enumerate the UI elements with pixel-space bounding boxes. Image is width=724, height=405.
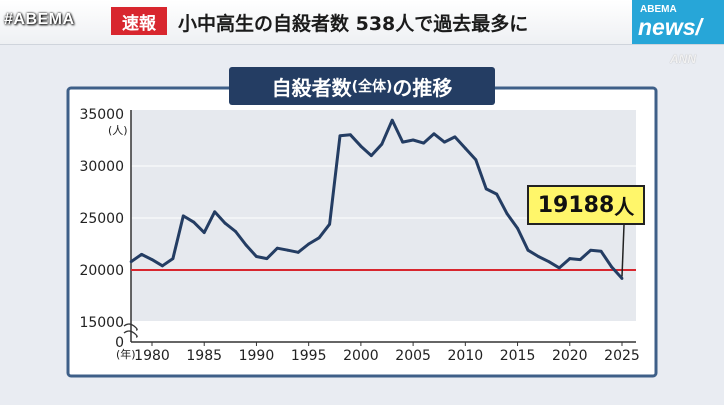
data-point	[255, 255, 258, 258]
data-point	[443, 140, 446, 144]
data-point	[578, 258, 582, 261]
data-point	[129, 260, 133, 264]
data-point	[453, 135, 457, 139]
latest-value-callout: 19188 人	[527, 185, 645, 225]
x-tick-label: 2020	[552, 348, 588, 364]
channel-logo: #ABEMA	[4, 11, 75, 28]
news-logo: ABEMA news/	[632, 0, 724, 44]
chart-title: 自殺者数 (全体) の推移	[229, 67, 495, 105]
y-tick-label: 20000	[79, 263, 124, 279]
x-tick-label: 2015	[500, 348, 536, 364]
data-point	[181, 214, 185, 218]
data-point	[557, 266, 561, 270]
data-point	[537, 255, 540, 258]
data-point	[213, 210, 217, 214]
data-point	[328, 222, 331, 226]
data-point	[349, 133, 352, 137]
data-point	[286, 248, 290, 252]
series-line	[130, 118, 624, 280]
data-point	[140, 253, 143, 256]
x-tick-label: 2025	[604, 348, 640, 364]
callout-pointer	[621, 224, 625, 277]
y-tick-label: 0	[115, 335, 124, 351]
data-point	[599, 249, 603, 253]
data-point	[610, 265, 613, 269]
news-logo-main: news/	[638, 14, 702, 40]
data-point	[526, 248, 530, 252]
data-point	[223, 221, 227, 225]
data-point	[463, 146, 467, 150]
data-point	[317, 236, 321, 240]
data-point	[432, 132, 436, 136]
y-tick-label: 15000	[79, 315, 124, 331]
data-point	[390, 118, 394, 122]
breaking-badge: 速報	[111, 7, 167, 35]
data-point	[516, 227, 519, 230]
data-point	[620, 277, 624, 280]
data-point	[589, 248, 593, 252]
chart-title-paren: (全体)	[351, 79, 393, 95]
data-point	[474, 158, 478, 162]
x-axis-unit: (年)	[116, 347, 136, 361]
x-tick-label: 2010	[448, 348, 484, 364]
data-point	[171, 257, 175, 260]
data-point	[547, 260, 551, 264]
y-axis-unit: (人)	[108, 124, 128, 137]
data-point	[380, 142, 384, 146]
x-tick-label: 1980	[134, 348, 170, 364]
data-point	[568, 257, 572, 260]
x-tick-label: 1990	[239, 348, 275, 364]
data-point	[202, 231, 206, 234]
data-point	[296, 250, 300, 254]
x-tick-label: 2005	[395, 348, 431, 364]
data-point	[265, 257, 269, 260]
data-point	[244, 243, 248, 247]
data-point	[192, 220, 196, 224]
callout-value: 19188	[537, 192, 615, 218]
headline: 小中高生の自殺者数 538人で過去最多に	[178, 13, 529, 35]
y-tick-label: 30000	[79, 159, 124, 175]
data-point	[484, 187, 488, 191]
data-point	[150, 258, 154, 261]
x-tick-label: 1985	[186, 348, 222, 364]
data-point	[369, 154, 373, 158]
data-point	[234, 230, 237, 233]
axis-break-mark-lower	[123, 330, 138, 338]
data-point	[495, 192, 499, 196]
data-point	[161, 264, 164, 268]
axis-break-mark	[123, 323, 138, 338]
y-tick-label: 25000	[79, 211, 124, 227]
chart-title-main: 自殺者数	[271, 75, 352, 100]
data-point	[307, 242, 311, 246]
data-point	[422, 141, 425, 145]
news-logo-top: ABEMA	[640, 4, 677, 15]
y-tick-label: 35000	[79, 107, 124, 123]
callout-unit: 人	[614, 194, 635, 219]
data-point	[359, 144, 363, 148]
chart-title-suffix: の推移	[392, 75, 453, 100]
data-point	[338, 134, 342, 138]
data-point	[411, 138, 415, 142]
axis-break-mark-upper	[123, 323, 138, 331]
data-point	[401, 140, 405, 144]
data-point	[505, 212, 509, 216]
data-point	[275, 246, 279, 250]
watermark: ANN	[670, 52, 696, 66]
x-tick-label: 1995	[291, 348, 327, 364]
x-tick-label: 2000	[343, 348, 379, 364]
